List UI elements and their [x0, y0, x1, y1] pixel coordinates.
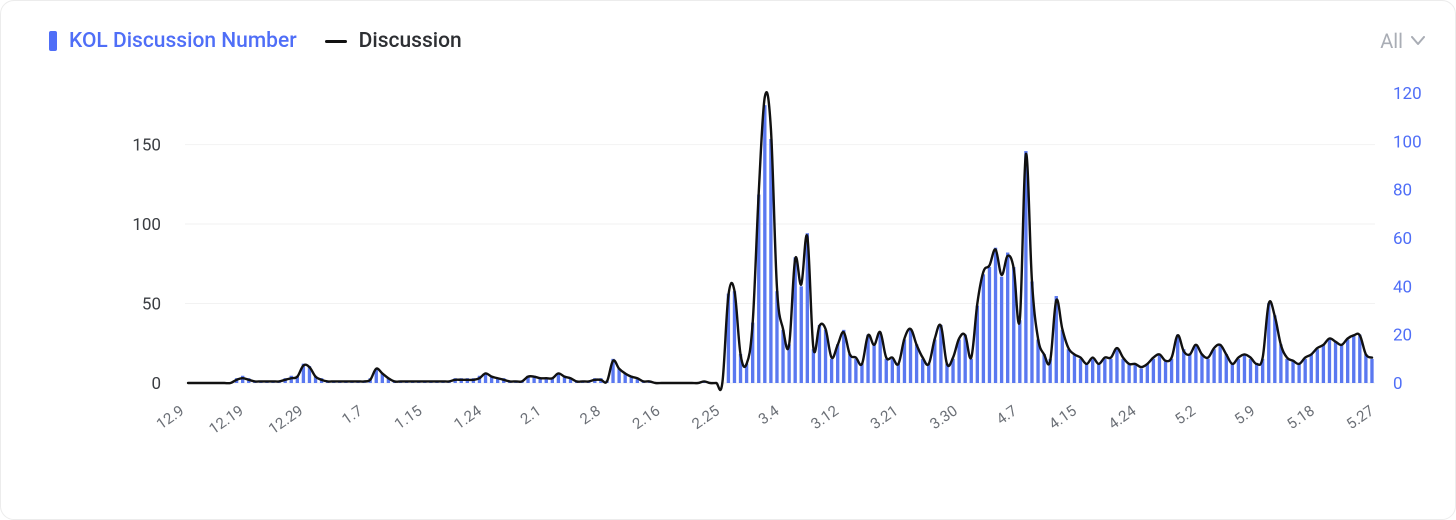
svg-text:0: 0 — [151, 374, 161, 394]
legend-label-line: Discussion — [359, 29, 462, 53]
legend-item-bar[interactable]: KOL Discussion Number — [49, 29, 297, 53]
dual-axis-chart: 0 50 100 150 0 20 40 60 80 100 120 12.9 12.19 12.29 1.… — [25, 63, 1433, 503]
svg-text:80: 80 — [1393, 181, 1412, 201]
filter-dropdown[interactable]: All — [1380, 29, 1431, 53]
svg-text:2.1: 2.1 — [517, 402, 544, 429]
svg-text:5.9: 5.9 — [1231, 402, 1258, 429]
svg-text:3.30: 3.30 — [927, 402, 961, 434]
svg-text:4.15: 4.15 — [1046, 402, 1080, 434]
bar-swatch-icon — [49, 31, 57, 51]
svg-text:12.9: 12.9 — [153, 402, 187, 434]
svg-text:1.15: 1.15 — [391, 402, 425, 434]
line-swatch-icon — [325, 40, 347, 43]
svg-text:120: 120 — [1393, 84, 1422, 104]
legend-item-line[interactable]: Discussion — [325, 29, 462, 53]
legend-label-bar: KOL Discussion Number — [69, 29, 297, 53]
caret-down-icon — [1411, 36, 1425, 46]
svg-text:4.24: 4.24 — [1105, 401, 1140, 433]
svg-text:12.19: 12.19 — [206, 402, 247, 438]
chart-area: 0 50 100 150 0 20 40 60 80 100 120 12.9 12.19 12.29 1.… — [25, 63, 1431, 503]
svg-text:4.7: 4.7 — [993, 402, 1020, 429]
svg-text:150: 150 — [132, 136, 161, 156]
filter-label: All — [1380, 29, 1403, 53]
svg-text:60: 60 — [1393, 229, 1412, 249]
svg-text:50: 50 — [142, 295, 161, 315]
svg-text:5.27: 5.27 — [1343, 402, 1377, 434]
svg-text:5.18: 5.18 — [1284, 402, 1318, 434]
legend: KOL Discussion Number Discussion — [25, 29, 462, 53]
svg-text:0: 0 — [1393, 374, 1403, 394]
svg-text:100: 100 — [1393, 132, 1422, 152]
svg-text:2.25: 2.25 — [689, 402, 723, 434]
svg-text:3.12: 3.12 — [808, 402, 842, 434]
chart-card: KOL Discussion Number Discussion All 0 50… — [0, 0, 1456, 520]
svg-text:100: 100 — [132, 215, 161, 235]
header: KOL Discussion Number Discussion All — [25, 19, 1431, 63]
svg-text:20: 20 — [1393, 326, 1412, 346]
svg-text:5.2: 5.2 — [1171, 402, 1198, 429]
svg-text:1.24: 1.24 — [451, 401, 486, 433]
svg-text:40: 40 — [1393, 277, 1412, 297]
svg-text:12.29: 12.29 — [265, 402, 306, 438]
svg-text:2.8: 2.8 — [576, 402, 603, 429]
svg-text:3.4: 3.4 — [755, 401, 783, 428]
svg-text:3.21: 3.21 — [867, 402, 901, 434]
svg-text:1.7: 1.7 — [338, 402, 365, 429]
svg-text:2.16: 2.16 — [629, 402, 663, 434]
